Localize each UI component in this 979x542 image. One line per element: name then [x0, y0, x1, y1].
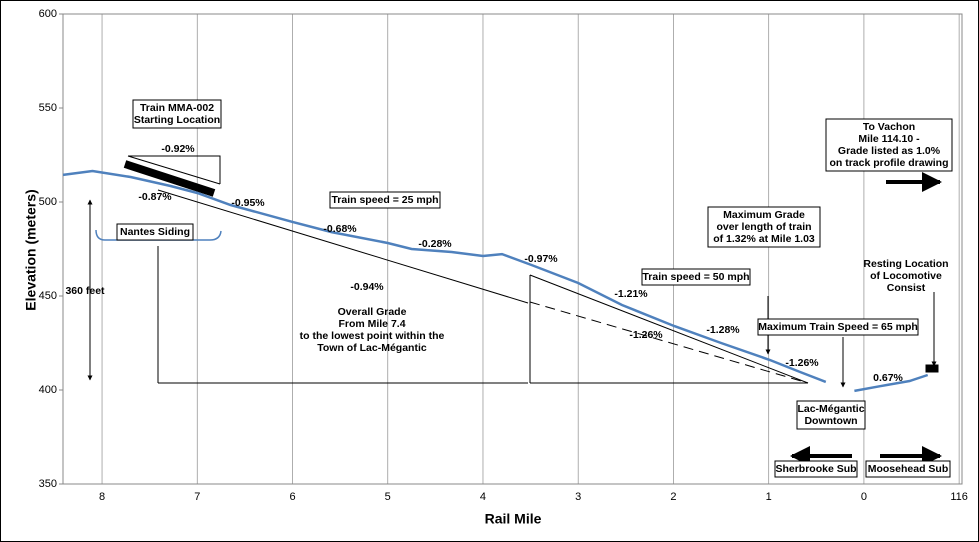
annotation-box	[707, 206, 821, 248]
annotation-text: -0.94%	[350, 281, 384, 293]
annotation-text: 0.67%	[873, 372, 903, 384]
annotation-text: -0.92%	[161, 143, 195, 155]
annotation-text: Mile 114.10 -	[858, 133, 920, 145]
annotation-box	[116, 223, 194, 241]
annotation-text: -0.87%	[138, 191, 172, 203]
annotation-text: 360 feet	[65, 285, 105, 297]
y-tick-label: 550	[39, 102, 57, 114]
annotation-text: Moosehead Sub	[868, 463, 949, 475]
locomotive-icon	[925, 364, 939, 373]
annotation-text: Overall Grade	[338, 306, 407, 318]
train-icon	[123, 160, 216, 197]
annotation-box	[641, 268, 751, 286]
dashed-grade-line	[529, 301, 809, 384]
triangle-hypotenuse	[529, 274, 809, 384]
annotation-text: Town of Lac-Mégantic	[317, 342, 427, 354]
annotation-text: Train speed = 25 mph	[331, 194, 438, 206]
y-tick-label: 450	[39, 290, 57, 302]
x-tick-label: 1	[766, 491, 772, 503]
annotation-text: -1.26%	[785, 357, 819, 369]
annotation-text: on track profile drawing	[829, 157, 948, 169]
annotation-box	[774, 460, 858, 478]
x-tick-label: 0	[861, 491, 867, 503]
plot	[62, 169, 929, 393]
annotation-text: Grade listed as 1.0%	[838, 145, 941, 157]
annotation-box	[865, 460, 951, 478]
annotation-text: Maximum Train Speed = 65 mph	[758, 321, 918, 333]
annotation-text: -0.95%	[231, 197, 265, 209]
annotation-text: -1.21%	[614, 288, 648, 300]
annotation-text: of Locomotive	[870, 270, 942, 282]
grid: 350 400 450 500 550 600 8 7 6 5 4 3 2 1 0 116	[39, 8, 968, 503]
x-tick-label: 116	[950, 491, 968, 503]
annotation-text: -1.26%	[629, 329, 663, 341]
x-axis-title: Rail Mile	[485, 511, 542, 527]
annotation-box	[132, 99, 222, 129]
annotation-box	[825, 118, 953, 172]
triangle-hypotenuse	[127, 155, 221, 185]
annotation-text: -0.68%	[323, 223, 357, 235]
annotation-text: From Mile 7.4	[338, 318, 405, 330]
annotation-text: -1.28%	[706, 324, 740, 336]
annotation-text: Consist	[887, 282, 926, 294]
overall-grade-line	[157, 189, 529, 304]
x-tick-label: 5	[385, 491, 391, 503]
y-tick-label: 400	[39, 384, 57, 396]
annotation-text: Downtown	[804, 415, 857, 427]
annotation-box	[796, 400, 866, 430]
annotation-text: -0.28%	[418, 238, 452, 250]
x-tick-label: 3	[575, 491, 581, 503]
y-axis-title: Elevation (meters)	[23, 189, 39, 310]
annotation-text: Sherbrooke Sub	[775, 463, 856, 475]
small-grade-triangle	[128, 155, 221, 184]
annotation-text: over length of train	[716, 221, 811, 233]
x-tick-label: 6	[289, 491, 295, 503]
y-tick-label: 350	[39, 478, 57, 490]
annotation-shapes	[87, 155, 942, 466]
annotation-box	[757, 318, 919, 336]
x-tick-label: 4	[480, 491, 486, 503]
annotation-text: of 1.32% at Mile 1.03	[713, 233, 815, 245]
x-tick-label: 8	[99, 491, 105, 503]
annotation-text: to the lowest point within the	[300, 330, 445, 342]
annotation-text: Train MMA-002	[140, 102, 214, 114]
annotation-text: Train speed = 50 mph	[642, 271, 749, 283]
annotation-text: Lac-Mégantic	[797, 403, 864, 415]
annotation-text: To Vachon	[863, 121, 915, 133]
x-tick-label: 2	[670, 491, 676, 503]
annotation-text: Nantes Siding	[120, 226, 190, 238]
annotation-box	[329, 191, 441, 209]
plot-area	[62, 13, 963, 485]
y-tick-label: 600	[39, 8, 57, 20]
annotation-text: Resting Location	[863, 258, 948, 270]
annotation-text: Starting Location	[134, 114, 220, 126]
annotation-text: Maximum Grade	[723, 209, 805, 221]
annotation-text: -0.97%	[524, 253, 558, 265]
y-tick-label: 500	[39, 196, 57, 208]
elevation-line	[62, 169, 929, 393]
x-tick-label: 7	[194, 491, 200, 503]
